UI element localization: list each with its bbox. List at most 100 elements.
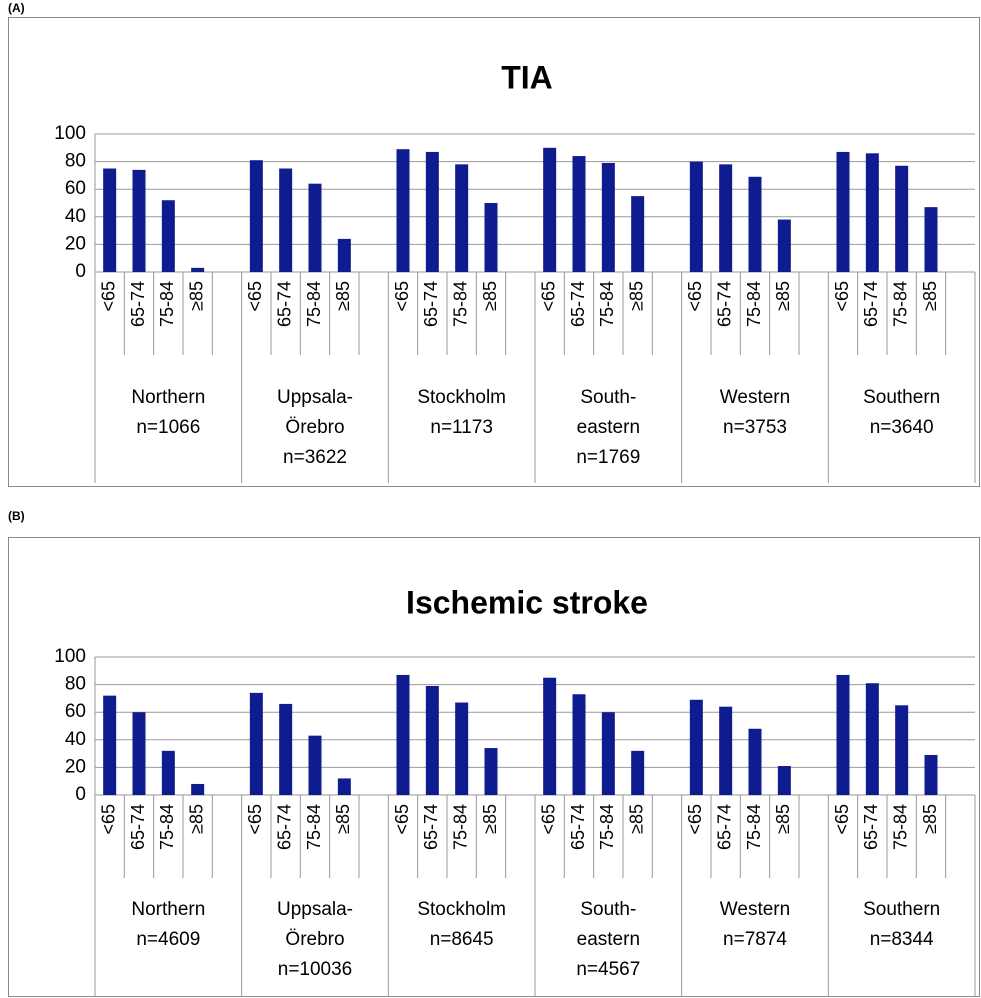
group-label: Southern: [863, 387, 940, 408]
x-tick-label: 75-84: [304, 281, 324, 327]
bar: [279, 168, 293, 272]
bar: [249, 692, 263, 795]
group-label: n=3753: [723, 417, 787, 438]
y-tick-label: 20: [65, 233, 86, 254]
bar: [132, 169, 146, 272]
x-tick-label: 75-84: [450, 804, 470, 850]
bar: [895, 705, 909, 795]
x-tick-label: <65: [685, 281, 705, 312]
y-tick-label: 80: [65, 674, 86, 695]
y-tick-label: 20: [65, 756, 86, 777]
bar: [337, 778, 351, 795]
x-tick-label: 75-84: [890, 281, 910, 327]
bar: [425, 151, 439, 272]
y-tick-label: 60: [65, 178, 86, 199]
bar: [572, 156, 586, 272]
panel-label: (A): [8, 1, 25, 15]
bar: [337, 238, 351, 272]
panel-border: [8, 537, 980, 997]
x-tick-label: 65-74: [861, 804, 881, 850]
x-tick-label: ≥85: [333, 804, 353, 834]
group-label: Örebro: [285, 929, 344, 950]
bar: [777, 219, 791, 272]
x-tick-label: ≥85: [920, 804, 940, 834]
chart-title: Ischemic stroke: [406, 584, 648, 620]
bar: [161, 200, 175, 272]
x-tick-label: 65-74: [128, 281, 148, 327]
y-tick-label: 60: [65, 701, 86, 722]
x-tick-label: <65: [392, 804, 412, 835]
group-label: Stockholm: [417, 387, 506, 408]
x-tick-label: <65: [392, 281, 412, 312]
y-tick-label: 40: [65, 729, 86, 750]
x-tick-label: 65-74: [421, 281, 441, 327]
x-tick-label: ≥85: [186, 804, 206, 834]
bar: [191, 267, 205, 272]
bar: [689, 699, 703, 795]
x-tick-label: ≥85: [626, 804, 646, 834]
x-tick-label: ≥85: [480, 281, 500, 311]
x-tick-label: 65-74: [568, 804, 588, 850]
x-tick-label: ≥85: [773, 804, 793, 834]
bar: [601, 162, 615, 272]
group-label: South-: [580, 387, 636, 408]
bar: [924, 207, 938, 272]
group-label: Southern: [863, 899, 940, 920]
bar: [103, 695, 117, 795]
x-tick-label: <65: [245, 281, 265, 312]
bar: [895, 165, 909, 272]
bar: [689, 161, 703, 272]
bar: [572, 694, 586, 795]
y-tick-label: 0: [75, 784, 86, 805]
x-tick-label: <65: [98, 281, 118, 312]
bar: [103, 168, 117, 272]
group-label: Örebro: [285, 417, 344, 438]
bar: [484, 748, 498, 795]
bar: [308, 735, 322, 795]
x-tick-label: ≥85: [333, 281, 353, 311]
bar: [455, 164, 469, 272]
bar: [719, 164, 733, 272]
group-label: Uppsala-: [277, 899, 353, 920]
x-tick-label: <65: [98, 804, 118, 835]
bar: [836, 674, 850, 795]
group-label: n=1769: [576, 447, 640, 468]
bar: [191, 783, 205, 795]
x-tick-label: <65: [538, 281, 558, 312]
x-tick-label: 75-84: [157, 804, 177, 850]
x-tick-label: 65-74: [568, 281, 588, 327]
x-tick-label: <65: [832, 804, 852, 835]
bar: [249, 160, 263, 272]
bar: [161, 750, 175, 795]
group-label: Western: [720, 899, 790, 920]
x-tick-label: 75-84: [597, 281, 617, 327]
x-tick-label: 65-74: [421, 804, 441, 850]
x-tick-label: <65: [538, 804, 558, 835]
group-label: n=4567: [576, 959, 640, 980]
group-label: n=8645: [430, 929, 494, 950]
bar: [601, 712, 615, 795]
x-tick-label: 65-74: [274, 804, 294, 850]
group-label: n=1173: [430, 417, 493, 438]
group-label: n=8344: [870, 929, 934, 950]
group-label: n=7874: [723, 929, 787, 950]
x-tick-label: 75-84: [890, 804, 910, 850]
bar: [396, 674, 410, 795]
x-tick-label: ≥85: [773, 281, 793, 311]
y-tick-label: 100: [54, 646, 86, 667]
group-label: n=3622: [283, 447, 347, 468]
y-tick-label: 100: [54, 123, 86, 144]
y-tick-label: 40: [65, 206, 86, 227]
group-label: n=4609: [136, 929, 200, 950]
bar: [719, 706, 733, 795]
bar: [308, 183, 322, 272]
bar: [425, 685, 439, 795]
x-tick-label: 75-84: [450, 281, 470, 327]
group-label: Western: [720, 387, 790, 408]
chart-title: TIA: [501, 59, 553, 95]
x-tick-label: <65: [685, 804, 705, 835]
x-tick-label: 75-84: [304, 804, 324, 850]
x-tick-label: 65-74: [128, 804, 148, 850]
x-tick-label: 75-84: [744, 804, 764, 850]
group-label: South-: [580, 899, 636, 920]
